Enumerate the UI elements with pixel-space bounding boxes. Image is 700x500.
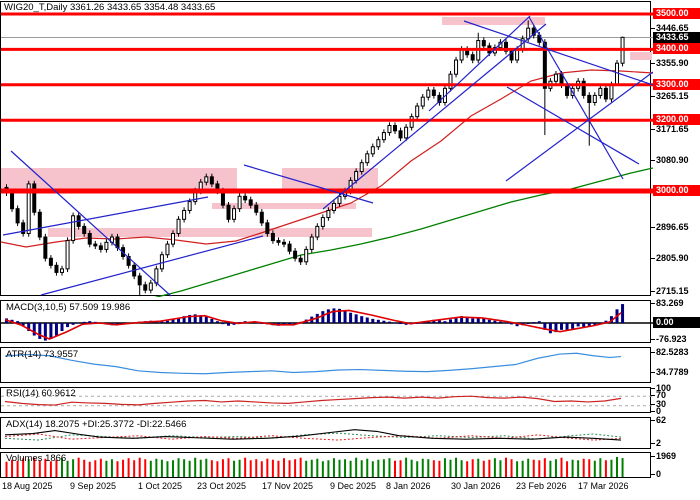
axis-tick-mark	[651, 258, 655, 259]
adx-axis-tick: 62	[656, 415, 667, 425]
macd-canvas[interactable]	[1, 301, 653, 344]
axis-tick-mark	[651, 129, 655, 130]
axis-tick-mark	[651, 352, 655, 353]
axis-tick-mark	[651, 388, 655, 389]
atr-panel[interactable]	[0, 347, 651, 383]
date-label: 17 Mar 2026	[578, 481, 629, 491]
rsi-axis-tick: 30	[656, 399, 667, 409]
price-axis-tick: 3080.90	[656, 155, 689, 165]
price-axis-tick: 3400.00	[653, 43, 700, 54]
volumes-axis-tick: 1969	[656, 451, 677, 461]
macd-axis-tick: 0.00	[653, 317, 700, 328]
volumes-panel[interactable]	[0, 452, 651, 478]
date-label: 1 Oct 2025	[138, 481, 183, 491]
price-axis-tick: 2715.15	[656, 286, 689, 296]
date-label: 23 Feb 2026	[516, 481, 567, 491]
rsi-axis-tick: 70	[656, 390, 667, 400]
adx-panel[interactable]	[0, 417, 651, 449]
axis-tick-mark	[651, 96, 655, 97]
price-axis-tick: 2896.65	[656, 222, 689, 232]
atr-axis-tick: 34.7789	[656, 367, 689, 377]
volumes-axis-tick: 0	[656, 469, 662, 479]
date-label: 18 Aug 2025	[2, 481, 53, 491]
axis-tick-mark	[651, 160, 655, 161]
price-axis-tick: 3355.90	[656, 58, 689, 68]
rsi-canvas[interactable]	[1, 388, 653, 414]
axis-tick-mark	[651, 63, 655, 64]
price-axis-tick: 2805.90	[656, 253, 689, 263]
axis-tick-mark	[651, 372, 655, 373]
axis-tick-mark	[651, 420, 655, 421]
axis-tick-mark	[651, 303, 655, 304]
macd-axis-tick: -76.923	[656, 334, 687, 344]
axis-tick-mark	[651, 339, 655, 340]
axis-tick-mark	[651, 456, 655, 457]
axis-tick-mark	[651, 404, 655, 405]
atr-label: ATR(14) 73.9557	[6, 349, 79, 360]
price-chart-canvas[interactable]	[1, 2, 653, 297]
axis-tick-mark	[651, 395, 655, 396]
volumes-label: Volumes 1866	[6, 453, 67, 464]
price-axis-tick: 3000.00	[653, 185, 700, 196]
atr-axis-tick: 82.5283	[656, 347, 689, 357]
axis-tick-mark	[651, 227, 655, 228]
macd-axis-tick: 83.269	[656, 298, 684, 308]
price-chart-panel[interactable]	[0, 1, 653, 297]
axis-tick-mark	[651, 411, 655, 412]
date-label: 8 Jan 2026	[386, 481, 431, 491]
price-axis-tick: 3433.65	[653, 32, 700, 43]
axis-tick-mark	[651, 291, 655, 292]
date-label: 17 Nov 2025	[262, 481, 314, 491]
date-label: 9 Dec 2025	[330, 481, 377, 491]
price-axis-tick: 3200.00	[653, 114, 700, 125]
adx-axis-tick: 2	[656, 438, 662, 448]
axis-tick-mark	[651, 28, 655, 29]
rsi-axis-tick: 100	[656, 383, 672, 393]
price-axis-tick: 3300.00	[653, 79, 700, 90]
axis-tick-mark	[651, 443, 655, 444]
axis-tick-mark	[651, 474, 655, 475]
rsi-axis-tick: 0	[656, 406, 662, 416]
macd-panel[interactable]	[0, 300, 653, 344]
chart-title: WIG20_T,Daily 3361.26 3433.65 3354.48 34…	[4, 2, 216, 13]
price-axis-tick: 3500.00	[653, 8, 700, 19]
volumes-canvas[interactable]	[1, 453, 653, 479]
adx-canvas[interactable]	[1, 418, 653, 450]
adx-label: ADX(14) 18.2075 +DI:25.3772 -DI:22.5466	[6, 419, 187, 430]
price-axis-tick: 3446.65	[656, 23, 689, 33]
date-label: 30 Jan 2026	[451, 481, 501, 491]
rsi-label: RSI(14) 60.9612	[6, 388, 76, 399]
price-axis-tick: 3171.65	[656, 124, 689, 134]
atr-canvas[interactable]	[1, 348, 653, 384]
macd-label: MACD(3,10,5) 57.509 19.986	[6, 302, 131, 313]
date-label: 9 Sep 2025	[70, 481, 117, 491]
date-label: 23 Oct 2025	[197, 481, 247, 491]
rsi-panel[interactable]	[0, 387, 653, 414]
price-axis-tick: 3265.15	[656, 91, 689, 101]
